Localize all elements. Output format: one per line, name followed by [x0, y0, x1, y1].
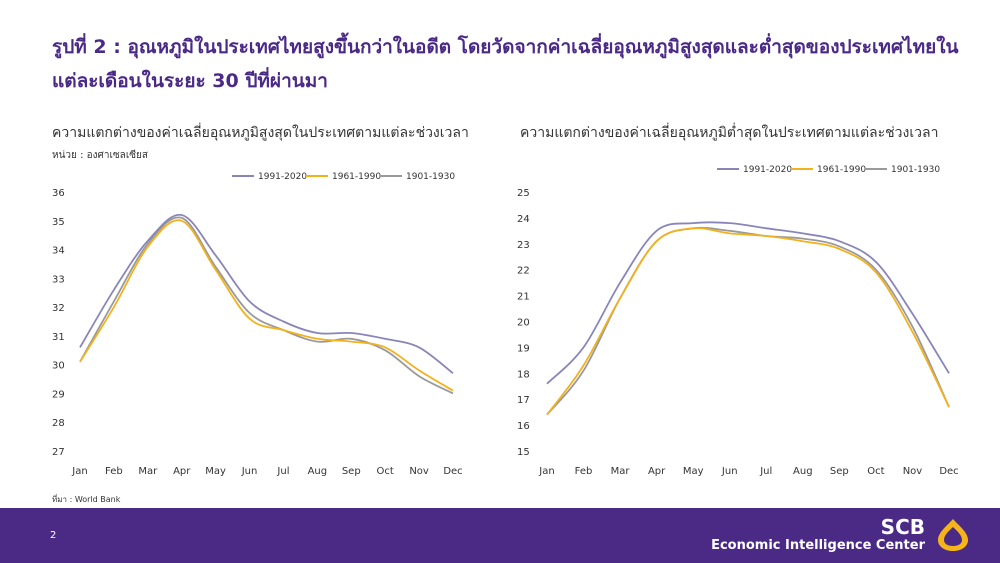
y-tick-label: 22 — [517, 266, 530, 277]
source-note: ที่มา : World Bank — [52, 495, 121, 504]
y-tick-label: 17 — [517, 395, 530, 406]
y-tick-label: 18 — [517, 369, 530, 380]
x-tick-label: Aug — [308, 466, 328, 477]
y-tick-label: 36 — [52, 188, 65, 199]
page-number: 2 — [50, 530, 57, 541]
x-tick-label: Sep — [342, 466, 361, 477]
y-tick-label: 16 — [517, 421, 530, 432]
y-tick-label: 30 — [52, 361, 65, 372]
x-tick-label: Jun — [241, 466, 258, 477]
x-tick-label: Mar — [138, 466, 158, 477]
series-line-1961-1990 — [546, 227, 950, 416]
legend-label: 1991-2020 — [258, 172, 307, 182]
y-tick-label: 32 — [52, 303, 65, 314]
x-tick-label: Oct — [867, 466, 884, 477]
y-tick-label: 24 — [517, 214, 530, 225]
x-tick-label: Nov — [903, 466, 923, 477]
y-tick-label: 28 — [52, 418, 65, 429]
y-tick-label: 19 — [517, 343, 530, 354]
legend-label: 1961-1990 — [817, 165, 866, 175]
chart-1-title: ความแตกต่างของค่าเฉลี่ยอุณหภูมิสูงสุดในป… — [52, 125, 469, 141]
footer-bar: 2 SCB Economic Intelligence Center — [0, 508, 1000, 563]
y-tick-label: 31 — [52, 332, 65, 343]
x-tick-label: Jan — [538, 466, 554, 477]
x-tick-label: Feb — [575, 466, 593, 477]
legend-label: 1991-2020 — [743, 165, 792, 175]
y-tick-label: 15 — [517, 447, 530, 458]
chart-1-max-temperature: 27 28 29 30 31 32 33 34 35 36 Jan Feb Mar Apr May Jun Ju… — [52, 172, 463, 477]
y-tick-label: 23 — [517, 240, 530, 251]
x-tick-label: Oct — [377, 466, 394, 477]
chart-2-min-temperature: 15 16 17 18 19 20 21 22 23 24 25 Jan Feb Mar Apr May Jun… — [517, 165, 959, 477]
chart-2-title: ความแตกต่างของค่าเฉลี่ยอุณหภูมิต่ำสุดในป… — [520, 125, 939, 141]
series-line-1991-2020 — [79, 214, 454, 375]
y-tick-label: 21 — [517, 292, 530, 303]
series-line-1901-1930 — [79, 216, 454, 395]
y-tick-label: 25 — [517, 188, 530, 199]
y-tick-label: 29 — [52, 389, 65, 400]
x-tick-label: Mar — [611, 466, 631, 477]
series-line-1961-1990 — [79, 219, 454, 392]
x-tick-label: Apr — [173, 466, 191, 477]
y-tick-label: 20 — [517, 318, 530, 329]
x-tick-label: Feb — [105, 466, 123, 477]
x-tick-label: Jul — [276, 466, 289, 477]
x-tick-label: Nov — [409, 466, 429, 477]
y-tick-label: 33 — [52, 274, 65, 285]
x-tick-label: Sep — [830, 466, 849, 477]
page-title: รูปที่ 2 : อุณหภูมิในประเทศไทยสูงขึ้นกว่… — [52, 36, 959, 92]
y-tick-label: 27 — [52, 447, 65, 458]
y-tick-label: 35 — [52, 217, 65, 228]
x-tick-label: Apr — [648, 466, 666, 477]
legend-label: 1901-1930 — [891, 165, 940, 175]
x-tick-label: Aug — [793, 466, 813, 477]
legend-label: 1901-1930 — [406, 172, 455, 182]
brand: SCB Economic Intelligence Center — [711, 516, 925, 554]
y-tick-label: 34 — [52, 246, 65, 257]
brand-name: SCB — [880, 515, 925, 539]
x-tick-label: Jun — [721, 466, 738, 477]
scb-logo-icon — [938, 519, 968, 551]
series-line-1991-2020 — [546, 221, 950, 385]
x-tick-label: May — [205, 466, 226, 477]
legend-label: 1961-1990 — [332, 172, 381, 182]
chart-1-unit-label: หน่วย : องศาเซลเซียส — [52, 150, 148, 161]
x-tick-label: Jan — [71, 466, 87, 477]
x-tick-label: Dec — [443, 466, 462, 477]
x-tick-label: Jul — [759, 466, 772, 477]
brand-subtitle: Economic Intelligence Center — [711, 538, 925, 553]
x-tick-label: Dec — [939, 466, 958, 477]
x-tick-label: May — [683, 466, 704, 477]
